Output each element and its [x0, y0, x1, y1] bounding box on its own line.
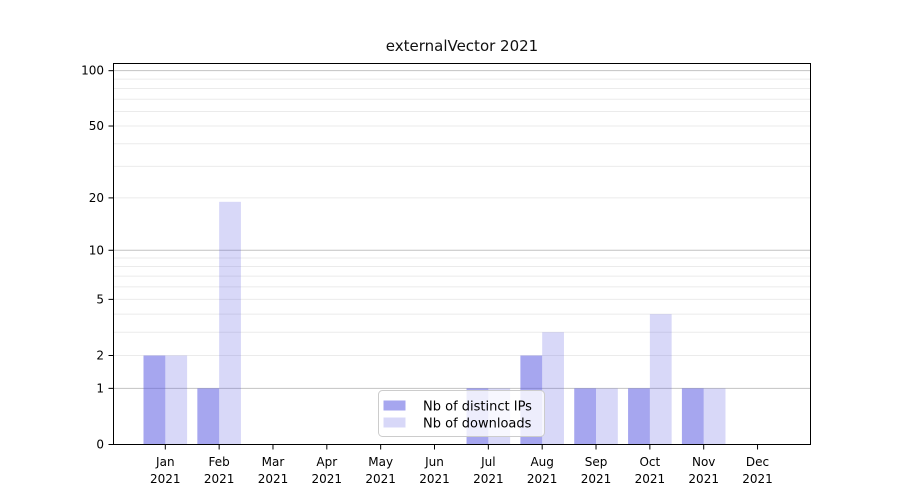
x-tick-label-month: Oct [639, 455, 660, 469]
x-tick-label-month: Jul [480, 455, 495, 469]
bar-distinct-ips-nov [681, 388, 704, 445]
bar-downloads-feb [219, 201, 241, 445]
x-tick-label-year: 2021 [688, 472, 719, 486]
x-tick-label-month: Apr [316, 455, 337, 469]
bar-downloads-oct [649, 314, 672, 445]
bar-distinct-ips-oct [628, 388, 650, 445]
y-tick-label: 2 [96, 349, 104, 363]
x-tick-label-month: Dec [746, 455, 769, 469]
plot-border [113, 63, 811, 445]
x-tick-label-year: 2021 [204, 472, 235, 486]
y-tick-label: 5 [96, 292, 104, 306]
bar-distinct-ips-feb [197, 388, 220, 445]
x-tick-label-year: 2021 [527, 472, 558, 486]
y-axis: 0 1 2 5 10 20 50 100 [81, 64, 113, 452]
x-tick-label-month: Feb [209, 455, 230, 469]
x-tick-label-month: Nov [692, 455, 715, 469]
x-tick-label-year: 2021 [742, 472, 773, 486]
x-tick-label-month: May [368, 455, 393, 469]
x-tick-label-month: Jun [424, 455, 444, 469]
x-tick-label-year: 2021 [635, 472, 666, 486]
bar-downloads-jan [165, 355, 188, 445]
x-tick-label-month: Mar [262, 455, 285, 469]
bar-downloads-nov [703, 388, 726, 445]
y-tick-label: 1 [96, 381, 104, 395]
y-tick-label: 100 [81, 64, 104, 78]
bar-downloads-aug [542, 332, 564, 445]
x-tick-label-month: Aug [530, 455, 553, 469]
x-tick-label-month: Sep [585, 455, 608, 469]
x-tick-label-month: Jan [155, 455, 175, 469]
x-tick-label-year: 2021 [150, 472, 181, 486]
x-tick-label-year: 2021 [419, 472, 450, 486]
bar-distinct-ips-sep [574, 388, 597, 445]
y-tick-label: 0 [96, 438, 104, 452]
legend-swatch-downloads-icon [383, 417, 406, 428]
legend-swatch-distinct-ips-icon [383, 400, 406, 411]
legend-label-distinct-ips: Nb of distinct IPs [423, 400, 532, 415]
x-tick-label-year: 2021 [258, 472, 289, 486]
gridlines-group [113, 70, 811, 389]
x-tick-label-year: 2021 [312, 472, 343, 486]
x-axis: Jan 2021 Feb 2021 Mar 2021 Apr 2021 May 2021 Jun 20… [150, 445, 773, 486]
x-tick-label-year: 2021 [473, 472, 504, 486]
legend: Nb of distinct IPs Nb of downloads [378, 390, 545, 437]
legend-box [378, 390, 545, 437]
bar-distinct-ips-jan [143, 355, 166, 445]
x-tick-label-year: 2021 [581, 472, 612, 486]
legend-label-downloads: Nb of downloads [423, 417, 532, 432]
chart-title: externalVector 2021 [386, 37, 538, 55]
y-tick-label: 10 [89, 243, 104, 257]
x-tick-label-year: 2021 [365, 472, 396, 486]
y-tick-label: 20 [89, 191, 104, 205]
bar-downloads-sep [596, 388, 618, 445]
y-tick-label: 50 [89, 119, 104, 133]
